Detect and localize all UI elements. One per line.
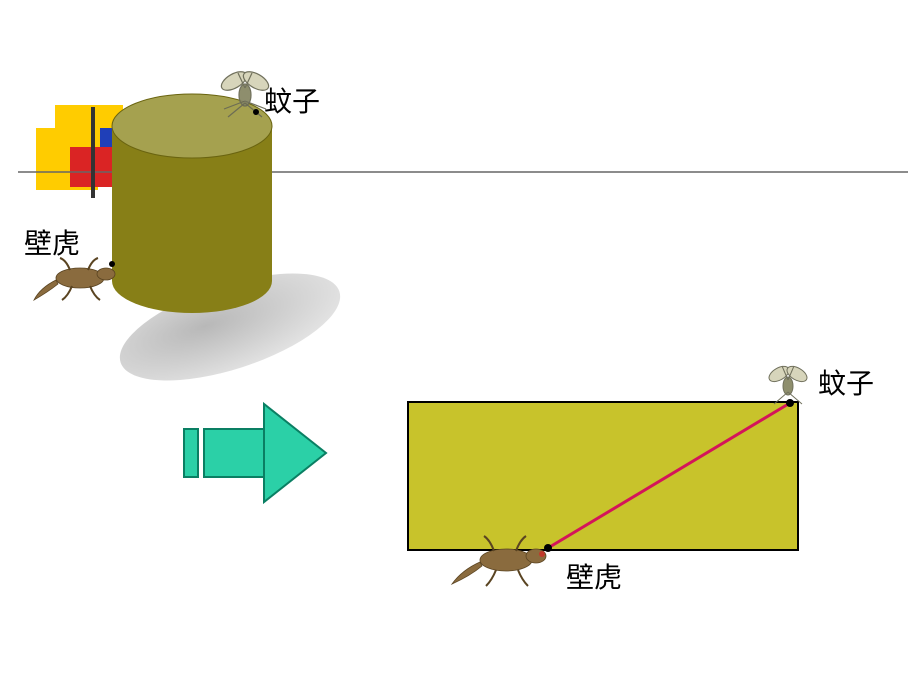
gecko-right-label: 壁虎 bbox=[566, 556, 622, 596]
mosquito-right-icon bbox=[758, 352, 818, 407]
gecko-right-icon bbox=[448, 530, 558, 590]
mosquito-right-label: 蚊子 bbox=[818, 362, 874, 402]
